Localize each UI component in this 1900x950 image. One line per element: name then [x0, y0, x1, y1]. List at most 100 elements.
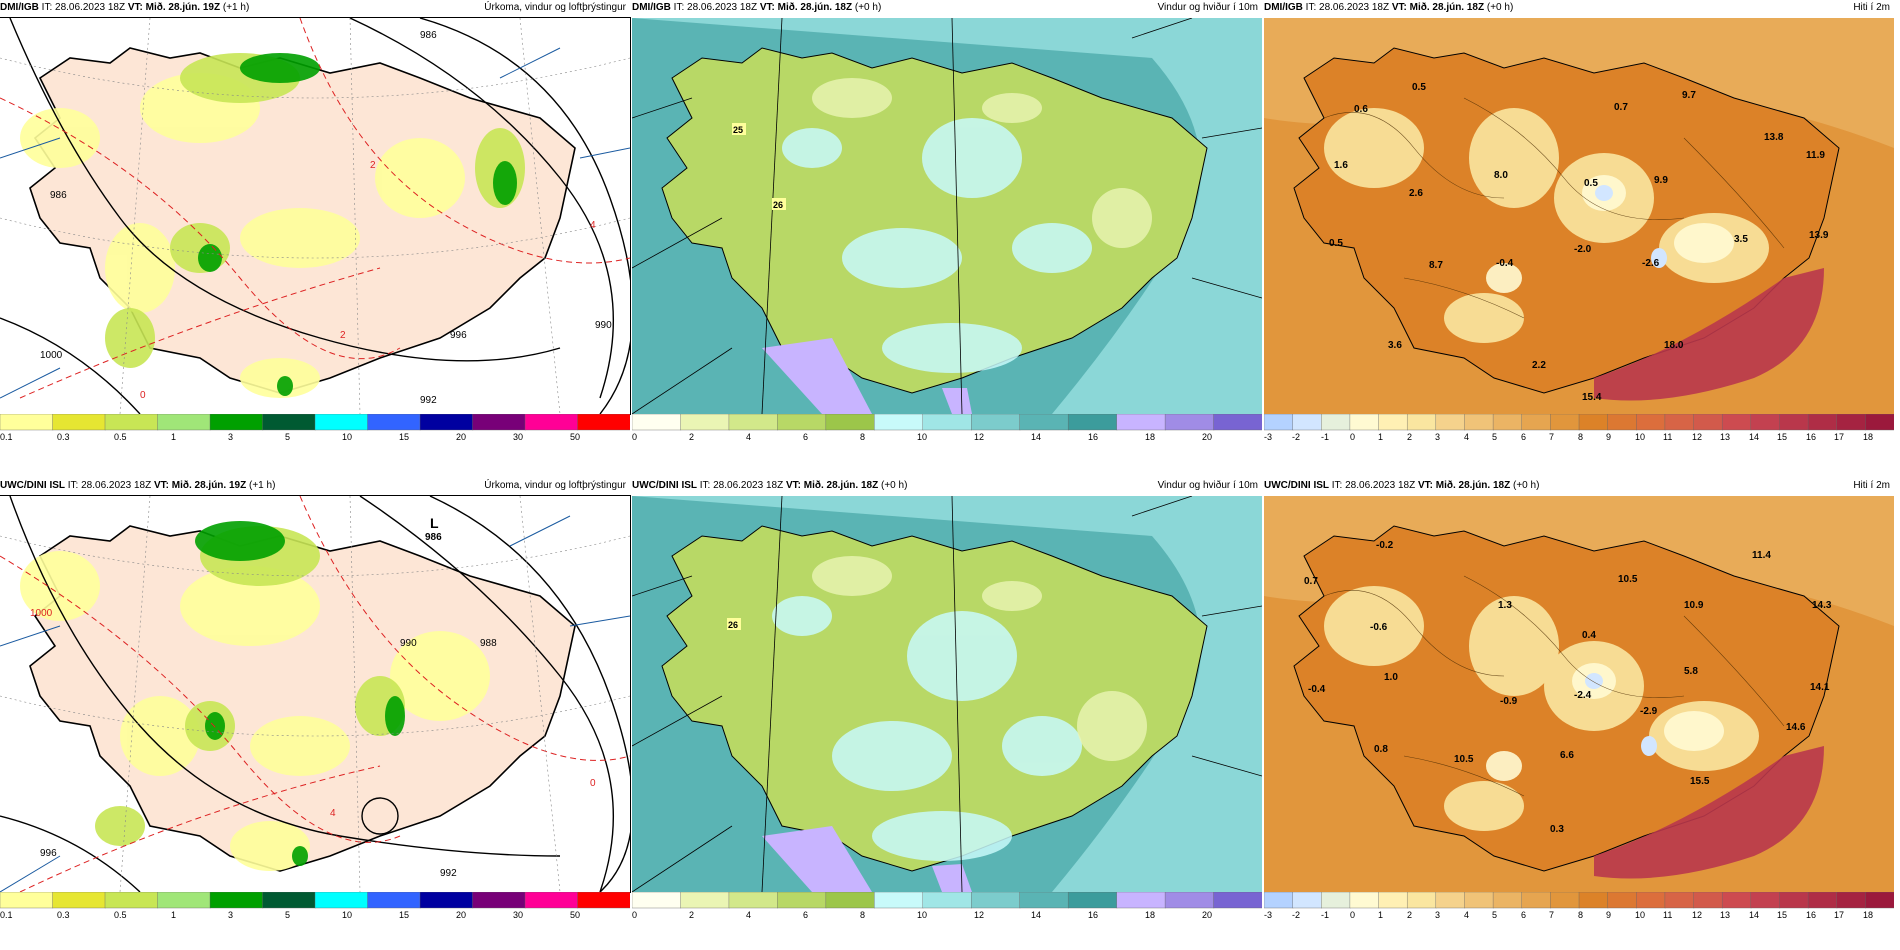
wind-colorbar: 0 2 4 6 8 10 12 14 16 18 20: [632, 414, 1262, 442]
colorbar-swatch: [922, 414, 972, 431]
temp-label: 0.4: [1582, 630, 1596, 641]
temp-label: 11.4: [1752, 550, 1771, 561]
colorbar-swatch: [1550, 414, 1580, 431]
temp-label: 13.9: [1809, 230, 1829, 241]
colorbar-label: 1: [171, 910, 176, 920]
precip-map: 986 986 990 992 996 1000 2 4 0 2: [0, 17, 631, 415]
isobar-label: 986: [420, 30, 437, 41]
lead-time: (+1 h): [249, 480, 276, 491]
colorbar-label: 4: [746, 910, 751, 920]
colorbar-swatch: [1779, 414, 1809, 431]
it-label: IT:: [673, 2, 685, 13]
colorbar-swatch: [262, 892, 316, 909]
colorbar-label: 1: [1378, 910, 1383, 920]
colorbar-swatch: [1750, 892, 1781, 909]
panel-title: Vindur og hviður í 10m: [1157, 480, 1258, 491]
colorbar-label: 50: [570, 432, 580, 442]
colorbar-swatch: [680, 414, 730, 431]
colorbar-swatch: [52, 414, 106, 431]
temp-label: 3.6: [1388, 340, 1402, 351]
temp-label: 13.8: [1764, 132, 1784, 143]
panel-header: UWC/DINI ISL IT: 28.06.2023 18Z VT: Mið.…: [1264, 478, 1894, 494]
temp-label: 0.5: [1584, 178, 1598, 189]
lead-time: (+0 h): [1513, 480, 1540, 491]
colorbar-label: 5: [1492, 432, 1497, 442]
panel-header: DMI/IGB IT: 28.06.2023 18Z VT: Mið. 28.j…: [0, 0, 630, 16]
colorbar-swatch: [419, 892, 474, 909]
vt-label: VT:: [785, 480, 801, 491]
model-name: UWC/DINI ISL: [632, 480, 697, 491]
colorbar-swatch: [157, 892, 211, 909]
temp-label: -2.9: [1640, 706, 1658, 717]
temp-label: -0.9: [1500, 696, 1518, 707]
colorbar-label: 0.5: [114, 910, 127, 920]
colorbar-swatch: [874, 414, 924, 431]
temp-label: 6.6: [1560, 750, 1574, 761]
temp-label: 0.3: [1550, 824, 1564, 835]
colorbar-swatch: [1836, 414, 1867, 431]
temp-label: 2.6: [1409, 188, 1423, 199]
colorbar-label: 17: [1834, 432, 1844, 442]
colorbar-swatch: [577, 892, 630, 909]
colorbar-swatch: [1349, 414, 1380, 431]
it-label: IT:: [41, 2, 53, 13]
lead-time: (+0 h): [854, 2, 882, 13]
panel-header: UWC/DINI ISL IT: 28.06.2023 18Z VT: Mið.…: [0, 478, 630, 494]
lead-time: (+1 h): [222, 2, 250, 13]
valid-time: Mið. 28.jún. 18Z: [777, 2, 853, 13]
colorbar-swatch: [262, 414, 316, 431]
colorbar-swatch: [1164, 892, 1215, 909]
colorbar-swatch: [472, 414, 526, 431]
colorbar-swatch: [1693, 414, 1723, 431]
colorbar-label: 15: [399, 432, 409, 442]
wind-colorbar: 0 2 4 6 8 10 12 14 16 18 20: [632, 892, 1262, 920]
colorbar-label: 10: [917, 432, 927, 442]
temp-label: 15.4: [1582, 392, 1602, 403]
colorbar-swatch: [1435, 414, 1466, 431]
colorbar-swatch: [1578, 414, 1609, 431]
colorbar-label: 0: [1350, 432, 1355, 442]
colorbar-swatch: [1464, 414, 1494, 431]
temp-label: -2.0: [1574, 244, 1592, 255]
colorbar-swatch: [1807, 892, 1838, 909]
colorbar-swatch: [1779, 892, 1809, 909]
colorbar-label: 1: [1378, 432, 1383, 442]
temp-label: -0.4: [1496, 258, 1514, 269]
it-label: IT:: [699, 480, 711, 491]
colorbar-label: 16: [1806, 910, 1816, 920]
colorbar-swatch: [314, 892, 369, 909]
temp-label: 1.6: [1334, 160, 1348, 171]
colorbar-label: 0.3: [57, 432, 70, 442]
temp-label: 18.0: [1664, 340, 1684, 351]
colorbar-label: -2: [1292, 910, 1300, 920]
colorbar-swatch: [157, 414, 211, 431]
colorbar-swatch: [1264, 414, 1294, 431]
colorbar-swatch: [1067, 414, 1118, 431]
colorbar-label: -1: [1321, 910, 1329, 920]
colorbar-swatch: [314, 414, 369, 431]
valid-time: Mið. 28.jún. 18Z: [1409, 2, 1485, 13]
vt-label: VT:: [759, 2, 775, 13]
colorbar-label: 8: [1578, 910, 1583, 920]
colorbar-swatch: [1521, 892, 1552, 909]
temp-label: 8.7: [1429, 260, 1443, 271]
colorbar-swatch: [1164, 414, 1215, 431]
colorbar-swatch: [1406, 892, 1437, 909]
colorbar-label: 0: [632, 432, 637, 442]
temp-label: -0.6: [1370, 622, 1388, 633]
isobar-label: 990: [400, 638, 417, 649]
temp-label: 1.0: [1384, 672, 1398, 683]
colorbar-swatch: [825, 892, 876, 909]
lead-time: (+0 h): [881, 480, 908, 491]
colorbar-label: 2: [689, 910, 694, 920]
temp-label: 3.5: [1734, 234, 1748, 245]
init-time: 28.06.2023 18Z: [1319, 2, 1390, 13]
valid-time: Mið. 28.jún. 18Z: [803, 480, 879, 491]
colorbar-swatch: [524, 414, 579, 431]
colorbar-label: -2: [1292, 432, 1300, 442]
vt-label: VT:: [1391, 2, 1407, 13]
init-time: 28.06.2023 18Z: [713, 480, 784, 491]
colorbar-label: 50: [570, 910, 580, 920]
colorbar-swatches: [0, 414, 630, 431]
colorbar-label: 10: [342, 910, 352, 920]
